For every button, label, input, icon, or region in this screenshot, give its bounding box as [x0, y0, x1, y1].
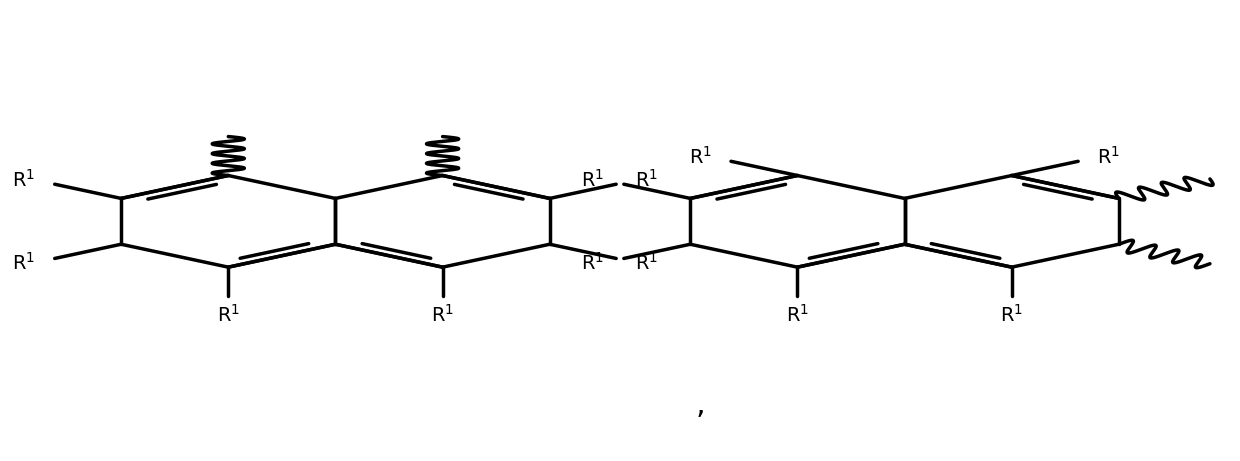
Text: ,: ,	[696, 390, 706, 419]
Text: R$^{\mathsf{1}}$: R$^{\mathsf{1}}$	[12, 252, 36, 273]
Text: R$^{\mathsf{1}}$: R$^{\mathsf{1}}$	[12, 169, 36, 191]
Text: R$^{\mathsf{1}}$: R$^{\mathsf{1}}$	[688, 146, 712, 168]
Text: R$^{\mathsf{1}}$: R$^{\mathsf{1}}$	[1097, 146, 1121, 168]
Text: R$^{\mathsf{1}}$: R$^{\mathsf{1}}$	[217, 304, 239, 326]
Text: R$^{\mathsf{1}}$: R$^{\mathsf{1}}$	[786, 304, 808, 326]
Text: R$^{\mathsf{1}}$: R$^{\mathsf{1}}$	[582, 252, 605, 273]
Text: R$^{\mathsf{1}}$: R$^{\mathsf{1}}$	[635, 169, 658, 191]
Text: R$^{\mathsf{1}}$: R$^{\mathsf{1}}$	[432, 304, 454, 326]
Text: R$^{\mathsf{1}}$: R$^{\mathsf{1}}$	[1001, 304, 1023, 326]
Text: R$^{\mathsf{1}}$: R$^{\mathsf{1}}$	[635, 252, 658, 273]
Text: R$^{\mathsf{1}}$: R$^{\mathsf{1}}$	[582, 169, 605, 191]
